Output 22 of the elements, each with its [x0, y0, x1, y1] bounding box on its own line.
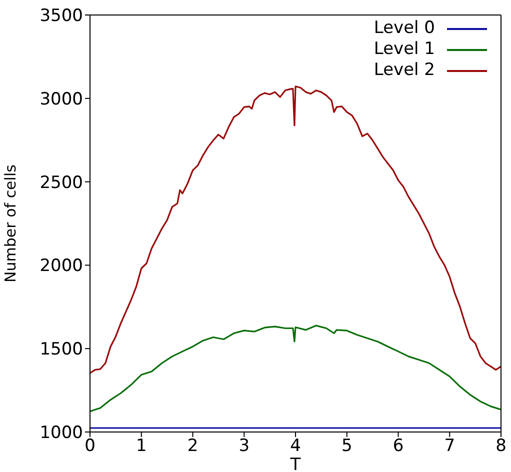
- line-series: [90, 86, 501, 374]
- x-tick-label: 0: [84, 436, 96, 456]
- y-tick-label: 1000: [40, 423, 83, 444]
- x-tick-label: 6: [392, 436, 404, 456]
- x-tick-label: 4: [290, 436, 301, 456]
- y-tick-label: 1500: [40, 340, 83, 360]
- legend-label: Level 2: [374, 60, 435, 81]
- x-tick-label: 2: [187, 436, 198, 456]
- legend-label: Level 0: [374, 18, 435, 39]
- x-tick-label: 1: [136, 436, 147, 456]
- y-tick-label: 2500: [40, 172, 83, 193]
- line-series: [90, 324, 501, 412]
- x-tick-label: 5: [341, 436, 352, 456]
- y-tick-label: 2000: [40, 256, 83, 276]
- legend-label: Level 1: [374, 39, 435, 60]
- x-axis-title: T: [289, 455, 302, 472]
- x-tick-label: 8: [496, 436, 506, 456]
- x-tick-label: 7: [444, 436, 456, 456]
- y-tick-label: 3000: [40, 89, 83, 110]
- y-axis-title: Number of cells: [1, 164, 20, 282]
- y-tick-label: 3500: [40, 6, 83, 26]
- x-tick-label: 3: [238, 436, 250, 456]
